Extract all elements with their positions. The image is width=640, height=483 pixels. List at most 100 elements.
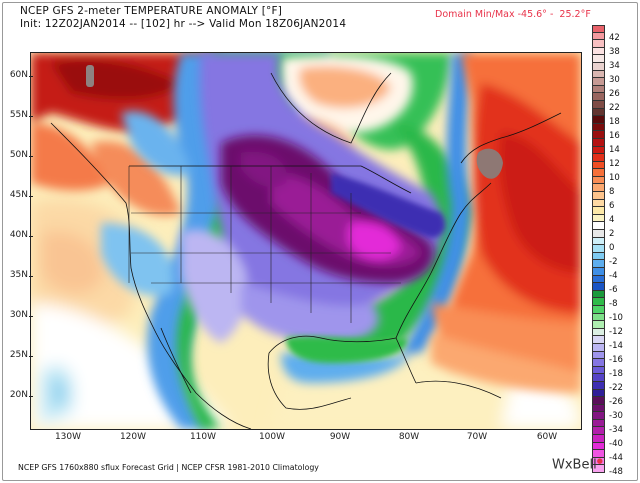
colorbar-swatch [592, 25, 605, 33]
colorbar-swatch [592, 169, 605, 177]
colorbar-swatch [592, 237, 605, 246]
colorbar-swatch [592, 100, 605, 109]
colorbar-label: -8 [609, 299, 618, 310]
colorbar-swatch [592, 131, 605, 139]
colorbar-swatch [592, 154, 605, 162]
colorbar-swatch [592, 275, 605, 284]
colorbar-swatch [592, 298, 605, 306]
colorbar-label: -30 [609, 411, 623, 422]
colorbar-label: 42 [609, 33, 620, 43]
colorbar-swatch [592, 32, 605, 41]
colorbar-swatch [592, 366, 605, 375]
colorbar-swatch [592, 93, 605, 101]
brand-logo: WxBell● [552, 457, 603, 472]
colorbar-swatch [592, 457, 605, 466]
colorbar-swatch [592, 108, 605, 117]
title-line-2: Init: 12Z02JAN2014 -- [102] hr --> Valid… [20, 18, 347, 30]
colorbar-label: -14 [609, 341, 623, 352]
colorbar-swatch [592, 305, 605, 314]
colorbar-label: -18 [609, 369, 623, 380]
lon-tick-60w: 60W [536, 432, 558, 442]
colorbar-swatch [592, 465, 605, 474]
colorbar-swatch [592, 55, 605, 63]
lon-tick-100w: 100W [258, 432, 286, 442]
colorbar-swatch [592, 47, 605, 56]
colorbar-swatch [592, 85, 605, 94]
lat-tick-20n: 20N [0, 390, 33, 400]
colorbar-swatch [592, 146, 605, 155]
colorbar-label: -26 [609, 397, 623, 408]
colorbar-swatch [592, 283, 605, 291]
lat-tick-50n: 50N [0, 150, 33, 160]
colorbar-swatch [592, 328, 605, 337]
colorbar-label: -12 [609, 327, 623, 338]
colorbar-swatch [592, 336, 605, 344]
colorbar-swatch [592, 268, 605, 276]
colorbar-swatch [592, 116, 605, 124]
colorbar-label: -10 [609, 313, 623, 324]
lat-tick-25n: 25N [0, 350, 33, 360]
colorbar-label: -34 [609, 425, 623, 436]
colorbar-swatch [592, 260, 605, 268]
lon-tick-90w: 90W [329, 432, 351, 442]
colorbar-label: 12 [609, 159, 620, 170]
lat-tick-30n: 30N [0, 310, 33, 320]
colorbar-legend [592, 25, 605, 474]
colorbar-swatch [592, 78, 605, 86]
lon-tick-110w: 110W [189, 432, 217, 442]
colorbar-swatch [592, 351, 605, 360]
lon-tick-70w: 70W [466, 432, 488, 442]
colorbar-label: -40 [609, 439, 623, 450]
colorbar-swatch [592, 412, 605, 420]
colorbar-swatch [592, 442, 605, 451]
colorbar-label: 2 [609, 229, 615, 240]
colorbar-swatch [592, 313, 605, 322]
colorbar-swatch [592, 290, 605, 299]
colorbar-swatch [592, 450, 605, 458]
colorbar-swatch [592, 435, 605, 443]
colorbar-swatch [592, 207, 605, 215]
colorbar-swatch [592, 222, 605, 231]
colorbar-label: 18 [609, 117, 620, 128]
colorbar-label: 38 [609, 47, 620, 57]
brand-name: WxBell [552, 457, 597, 473]
colorbar-swatch [592, 192, 605, 200]
colorbar-swatch [592, 199, 605, 208]
colorbar-swatch [592, 419, 605, 428]
data-source-footer: NCEP GFS 1760x880 sflux Forecast Grid | … [18, 463, 319, 472]
lat-tick-35n: 35N [0, 270, 33, 280]
lat-tick-60n: 60N [0, 70, 33, 80]
lat-tick-40n: 40N [0, 230, 33, 240]
lat-tick-45n: 45N [0, 190, 33, 200]
colorbar-swatch [592, 40, 605, 48]
colorbar-label: 0 [609, 243, 615, 254]
colorbar-label: -16 [609, 355, 623, 366]
colorbar-swatch [592, 70, 605, 79]
colorbar-swatch [592, 374, 605, 382]
colorbar-label: -4 [609, 271, 618, 282]
lon-tick-80w: 80W [398, 432, 420, 442]
colorbar-label: 30 [609, 75, 620, 86]
colorbar-label: -44 [609, 453, 623, 464]
colorbar-label: 8 [609, 187, 615, 198]
colorbar-swatch [592, 359, 605, 367]
domain-minmax: Domain Min/Max -45.6° - 25.2°F [435, 9, 591, 20]
colorbar-label: -22 [609, 383, 623, 394]
map-field [31, 53, 581, 429]
colorbar-swatch [592, 321, 605, 329]
lon-tick-120w: 120W [119, 432, 147, 442]
colorbar-swatch [592, 176, 605, 185]
colorbar-swatch [592, 389, 605, 398]
colorbar-swatch [592, 381, 605, 390]
colorbar-label: 16 [609, 131, 620, 142]
temperature-anomaly-map [30, 52, 582, 430]
colorbar-swatch [592, 252, 605, 261]
colorbar-swatch [592, 138, 605, 147]
colorbar-label: -2 [609, 257, 618, 268]
colorbar-label: -48 [609, 467, 623, 478]
lon-tick-130w: 130W [54, 432, 82, 442]
colorbar-label: 6 [609, 201, 615, 212]
chart-title: NCEP GFS 2-meter TEMPERATURE ANOMALY [°F… [20, 5, 346, 31]
colorbar-swatch [592, 343, 605, 352]
